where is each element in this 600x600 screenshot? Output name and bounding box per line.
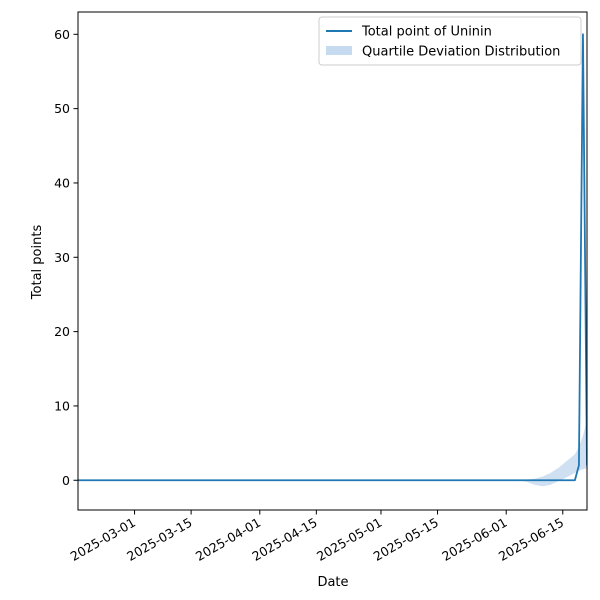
axes-frame — [77, 11, 588, 511]
y-tick-label: 10 — [54, 398, 70, 413]
legend-entry-band: Quartile Deviation Distribution — [362, 45, 560, 60]
legend-entry-line: Total point of Uninin — [361, 25, 492, 40]
x-axis-label: Date — [317, 575, 348, 590]
y-tick-label: 0 — [62, 473, 70, 488]
legend: Total point of Uninin Quartile Deviation… — [318, 16, 582, 66]
y-tick-label: 20 — [54, 324, 70, 339]
y-tick-label: 30 — [54, 250, 70, 265]
y-tick-label: 40 — [54, 175, 70, 190]
quartile-deviation-band — [518, 420, 587, 487]
legend-swatch-band — [326, 46, 352, 55]
y-tick-label: 50 — [54, 101, 70, 116]
series-line-0 — [78, 33, 587, 482]
legend-frame — [318, 16, 582, 66]
plot-area — [78, 33, 587, 487]
y-axis-label: Total points — [30, 225, 45, 301]
y-tick-label: 60 — [54, 27, 70, 42]
